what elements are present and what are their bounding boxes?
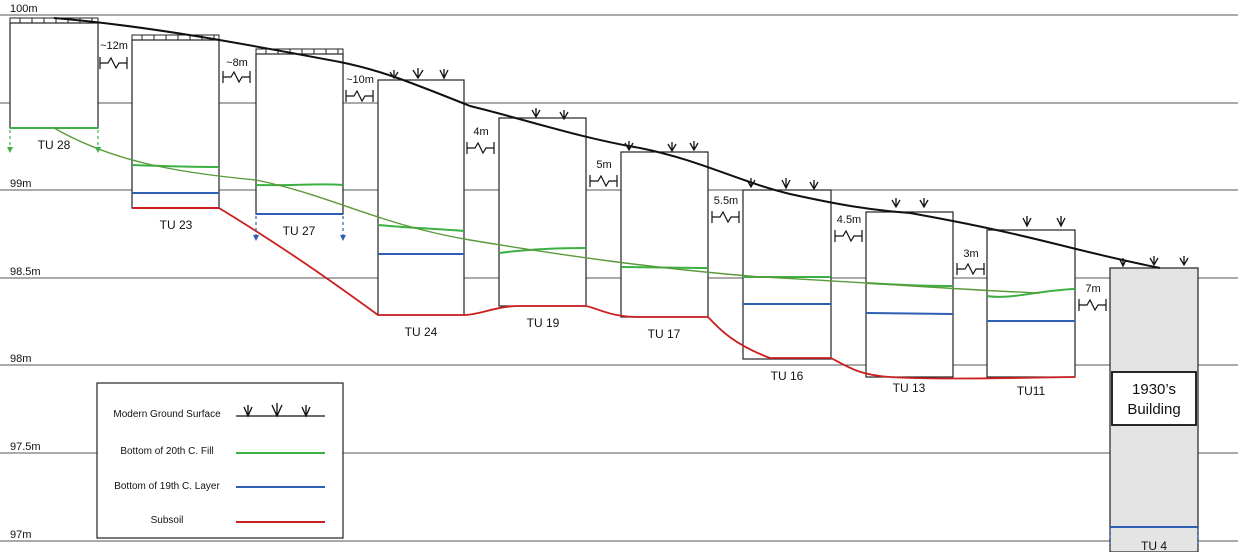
legend: Modern Ground Surface Bottom of 20th C. … xyxy=(96,382,344,539)
test-unit-box-tu28 xyxy=(9,22,99,129)
distance-label: 4.5m xyxy=(837,214,861,226)
legend-box xyxy=(96,382,344,539)
distance-label: 3m xyxy=(963,248,978,260)
test-unit-box-tu17 xyxy=(620,151,709,318)
test-unit-box-tu19 xyxy=(498,117,587,307)
vegetation-tufts xyxy=(389,68,1189,268)
elevation-label: 99m xyxy=(10,178,31,190)
elevation-label: 97.5m xyxy=(10,441,41,453)
distance-label: ~10m xyxy=(346,74,374,86)
unit-label: TU 17 xyxy=(648,327,681,341)
subsoil-profile-line xyxy=(132,207,1076,380)
distance-label: 5m xyxy=(596,159,611,171)
test-unit-box-tu11 xyxy=(986,229,1076,378)
distance-label: ~8m xyxy=(226,57,248,69)
elevation-label: 100m xyxy=(10,3,38,15)
distance-label: ~12m xyxy=(100,40,128,52)
test-unit-box-tu27 xyxy=(255,53,344,215)
continuation-arrows xyxy=(9,130,1199,548)
building-label-box xyxy=(1111,371,1197,426)
legend-label: Bottom of 20th C. Fill xyxy=(120,446,213,457)
unit-label: TU 19 xyxy=(527,316,560,330)
building-label-line2: Building xyxy=(1127,401,1180,418)
distance-label: 5.5m xyxy=(714,195,738,207)
elevation-label: 98m xyxy=(10,353,31,365)
legend-label: Subsoil xyxy=(151,515,184,526)
unit-label: TU 24 xyxy=(405,325,438,339)
test-unit-box-tu13 xyxy=(865,211,954,378)
arrowheads xyxy=(7,147,346,241)
distance-labels: ~12m ~8m ~10m 4m 5m 5.5m 4.5m 3m 7m xyxy=(100,40,1101,295)
legend-ground-surface-symbol xyxy=(236,403,325,418)
distance-label: 4m xyxy=(473,126,488,138)
modern-ground-surface-line xyxy=(53,17,1161,269)
unit-labels: TU 28 TU 23 TU 27 TU 24 TU 19 TU 17 TU 1… xyxy=(38,138,1168,552)
test-unit-box-tu24 xyxy=(377,79,465,316)
19th-layer-lines xyxy=(132,192,1075,322)
building-label-line1: 1930’s xyxy=(1132,381,1176,398)
unit-label: TU 4 xyxy=(1141,539,1167,552)
unit-label: TU 23 xyxy=(160,218,193,232)
elevation-label: 97m xyxy=(10,529,31,541)
unit-label: TU 27 xyxy=(283,224,316,238)
legend-label: Bottom of 19th C. Layer xyxy=(114,481,220,492)
unit-label: TU 28 xyxy=(38,138,71,152)
test-unit-box-tu23 xyxy=(131,39,220,209)
unit-label: TU 13 xyxy=(893,381,926,395)
elevation-label: 98.5m xyxy=(10,266,41,278)
unit-label: TU11 xyxy=(1017,384,1046,398)
test-unit-box-tu16 xyxy=(742,189,832,360)
legend-label: Modern Ground Surface xyxy=(113,409,221,420)
elevation-labels: 100m 99m 98.5m 98m 97.5m 97m xyxy=(10,3,41,541)
distance-label: 7m xyxy=(1085,283,1100,295)
unit-label: TU 16 xyxy=(771,369,804,383)
fill-trend-line xyxy=(53,127,1041,294)
test-units xyxy=(9,22,1076,378)
distance-break-markers xyxy=(99,56,1107,312)
